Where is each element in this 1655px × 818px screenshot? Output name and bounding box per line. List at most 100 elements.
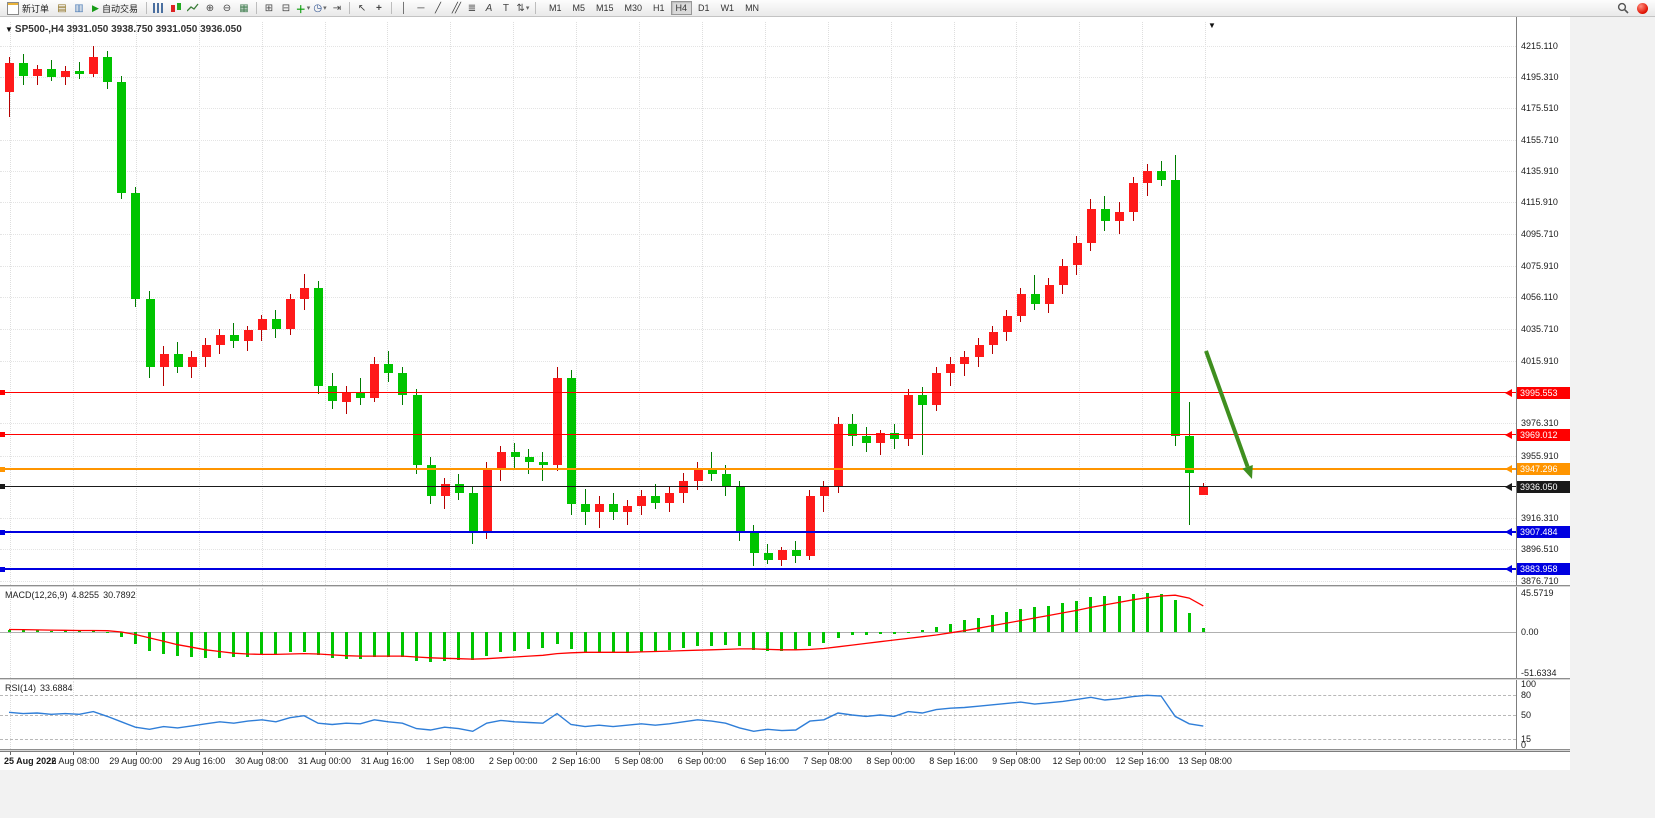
new-order-button[interactable]: 新订单: [3, 1, 53, 16]
macd-histogram-bar: [119, 632, 123, 638]
timeframe-mn-button[interactable]: MN: [740, 1, 764, 15]
time-tick: [1016, 752, 1018, 755]
timeframe-m30-button[interactable]: M30: [620, 1, 648, 15]
macd-histogram-bar: [246, 632, 250, 657]
vertical-line-icon[interactable]: │: [400, 2, 408, 14]
rsi-axis-label: 80: [1521, 689, 1532, 700]
horizontal-price-line[interactable]: [0, 392, 1516, 394]
timeframe-m5-button[interactable]: M5: [567, 1, 590, 15]
data-window-icon[interactable]: ▥: [74, 2, 84, 14]
macd-histogram-bar: [485, 632, 489, 656]
timeframe-toolbar: M1 M5 M15 M30 H1 H4 D1 W1 MN: [544, 1, 764, 15]
candle: [131, 192, 141, 299]
macd-histogram-bar: [105, 632, 109, 633]
zoom-in-icon[interactable]: ⊕: [205, 2, 215, 14]
timeframe-w1-button[interactable]: W1: [716, 1, 740, 15]
horizontal-price-line[interactable]: [0, 468, 1516, 471]
candle: [89, 56, 99, 75]
down-triangle-marker: ▼: [1208, 22, 1216, 30]
candle: [791, 550, 801, 557]
toolbar-separator: [534, 2, 536, 14]
candle: [1185, 436, 1195, 473]
candle: [398, 373, 408, 396]
time-axis[interactable]: 25 Aug 2022 26 Aug 08:00 29 Aug 00:00 29 Au…: [0, 751, 1570, 769]
candle: [1058, 265, 1068, 285]
period-clock-icon[interactable]: ◷ ▾: [313, 2, 327, 14]
toolbar-right-group: [1615, 1, 1652, 16]
panel-splitter[interactable]: [0, 749, 1570, 751]
horizontal-gridline: [0, 297, 1516, 298]
auto-trading-button[interactable]: ▶ 自动交易: [88, 1, 142, 16]
grid-icon[interactable]: ▦: [239, 2, 249, 14]
timeframe-d1-button[interactable]: D1: [693, 1, 715, 15]
add-indicator-icon[interactable]: ＋ ▾: [295, 4, 311, 16]
timeframe-m15-button[interactable]: M15: [591, 1, 619, 15]
time-tick: [1079, 752, 1081, 755]
horizontal-price-line[interactable]: [0, 434, 1516, 436]
vertical-gridline: [890, 588, 892, 678]
rsi-panel[interactable]: RSI(14) 33.6884: [0, 681, 1516, 749]
macd-histogram-bar: [710, 632, 713, 646]
text-icon[interactable]: A: [485, 2, 493, 14]
arrows-tool-icon[interactable]: ⇅ ▾: [516, 2, 530, 14]
chart-shift-icon[interactable]: ⇥: [332, 2, 342, 14]
zoom-out-icon[interactable]: ⊖: [222, 2, 232, 14]
cursor-icon[interactable]: ↖: [357, 2, 367, 14]
bar-chart-icon[interactable]: [151, 1, 167, 16]
vertical-gridline: [450, 22, 452, 585]
line-left-marker: [0, 432, 5, 438]
one-click-trading-icon[interactable]: ▼: [5, 25, 13, 34]
time-axis-label: 1 Sep 08:00: [426, 756, 475, 766]
tile-windows-icon[interactable]: ⊞: [264, 2, 274, 14]
candlestick-chart-icon[interactable]: [168, 1, 184, 16]
crosshair-icon[interactable]: +: [376, 2, 382, 14]
market-watch-icon[interactable]: ▤: [57, 2, 67, 14]
timeframe-m1-button[interactable]: M1: [544, 1, 567, 15]
time-axis-label: 6 Sep 00:00: [677, 756, 727, 766]
horizontal-price-line[interactable]: [0, 531, 1516, 533]
panel-splitter[interactable]: [0, 678, 1570, 680]
channel-icon[interactable]: ╱╱: [451, 2, 461, 14]
rsi-level-line: [0, 694, 1516, 696]
candle: [173, 354, 183, 367]
candle: [581, 504, 591, 513]
candle: [187, 357, 197, 367]
trendline-icon[interactable]: ╱: [434, 2, 441, 14]
label-icon[interactable]: T: [502, 2, 509, 14]
horizontal-price-line[interactable]: [0, 568, 1516, 571]
time-axis-label: 7 Sep 08:00: [803, 756, 852, 766]
cascade-windows-icon[interactable]: ⊟: [281, 2, 291, 14]
time-axis-label: 13 Sep 08:00: [1178, 756, 1232, 766]
line-chart-icon[interactable]: [185, 1, 201, 16]
price-axis[interactable]: 4215.110 4195.310 4175.510 4155.710 4135.910…: [1516, 17, 1570, 769]
horizontal-line-icon[interactable]: ─: [417, 2, 425, 14]
timeframe-h4-button[interactable]: H4: [670, 1, 693, 15]
time-tick: [764, 752, 766, 755]
macd-panel[interactable]: MACD(12,26,9) 4.8255 30.7892: [0, 588, 1516, 678]
candle: [1044, 284, 1054, 304]
price-chart-panel[interactable]: ▼ SP500-,H4 3931.050 3938.750 3931.050 39…: [0, 22, 1516, 585]
candle: [33, 69, 43, 76]
macd-histogram-bar: [1061, 603, 1065, 632]
candle: [567, 377, 576, 505]
notification-icon[interactable]: [1637, 2, 1648, 14]
macd-histogram-bar: [724, 632, 728, 645]
auto-trading-icon: ▶: [92, 2, 99, 13]
horizontal-price-line[interactable]: [0, 486, 1516, 488]
macd-histogram-bar: [7, 630, 11, 632]
fibonacci-icon[interactable]: ≣: [467, 2, 477, 14]
candle: [707, 468, 717, 475]
macd-histogram-bar: [766, 632, 770, 651]
candle: [271, 319, 281, 329]
time-axis-label: 30 Aug 08:00: [235, 756, 289, 766]
panel-splitter[interactable]: [0, 585, 1570, 587]
macd-histogram-bar: [513, 632, 517, 651]
candle: [328, 385, 338, 402]
macd-histogram-bar: [1159, 593, 1163, 632]
timeframe-h1-button[interactable]: H1: [648, 1, 670, 15]
candle: [384, 363, 394, 374]
search-icon[interactable]: [1615, 1, 1631, 16]
candle: [1115, 211, 1124, 222]
price-axis-label: 4215.110: [1521, 40, 1558, 51]
time-tick: [387, 752, 389, 755]
